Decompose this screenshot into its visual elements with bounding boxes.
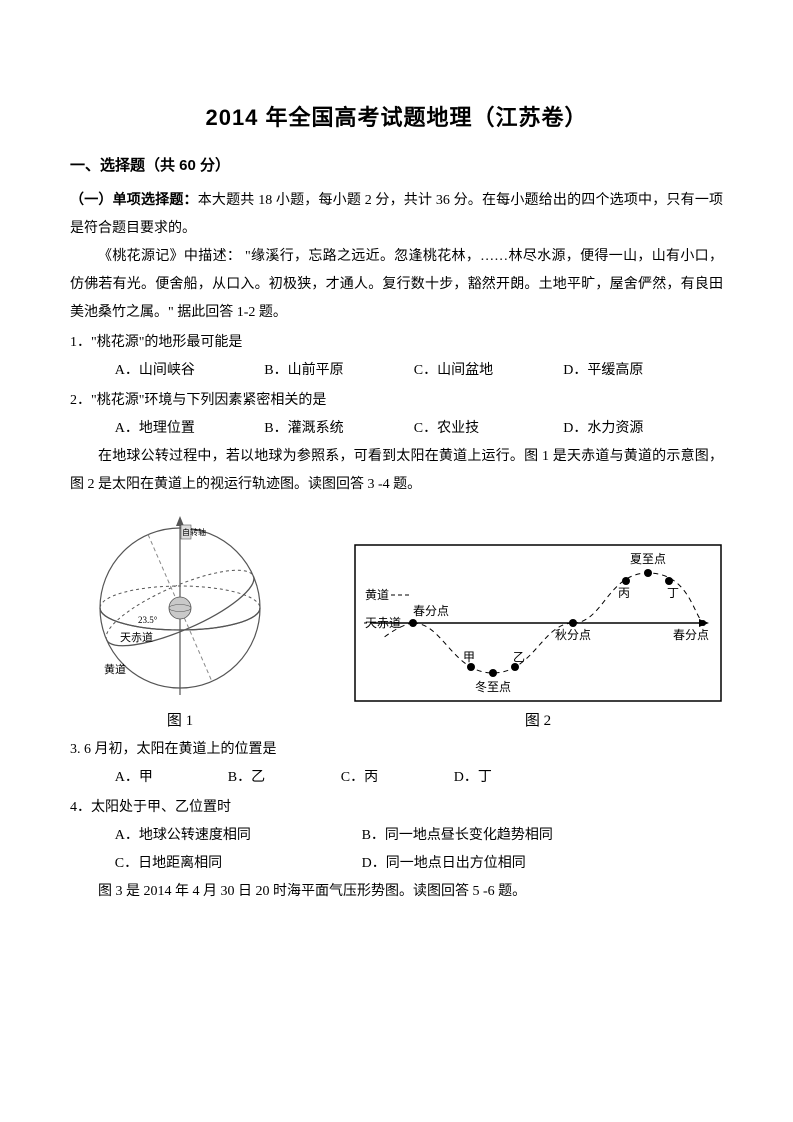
q3-opt-c: C．丙 <box>341 764 450 792</box>
q3-stem: 3. 6 月初，太阳在黄道上的位置是 <box>70 736 723 764</box>
ecliptic-wave-svg: 春分点 冬至点 甲 乙 秋分点 夏至点 丙 <box>353 543 723 703</box>
passage-2: 在地球公转过程中，若以地球为参照系，可看到太阳在黄道上运行。图 1 是天赤道与黄… <box>70 443 723 499</box>
q4-opt-c: C．日地距离相同 <box>115 850 358 878</box>
fig2-spring-label: 春分点 <box>413 604 449 618</box>
exam-page: 2014 年全国高考试题地理（江苏卷） 一、选择题（共 60 分） （一）单项选… <box>0 0 793 1122</box>
fig1-ecliptic-label: 黄道 <box>104 662 126 676</box>
section-heading: 一、选择题（共 60 分） <box>70 154 723 175</box>
q4-opt-d: D．同一地点日出方位相同 <box>362 850 697 878</box>
fig2-ding-label: 丁 <box>667 586 679 600</box>
q4-opt-b: B．同一地点昼长变化趋势相同 <box>362 822 697 850</box>
q1-opt-d: D．平缓高原 <box>563 357 709 385</box>
svg-text:自转轴: 自转轴 <box>182 527 206 537</box>
fig2-spring2-label: 春分点 <box>673 628 709 642</box>
fig1-caption: 图 1 <box>167 709 193 730</box>
q2-opt-c: C．农业技 <box>414 415 560 443</box>
fig2-jia-label: 甲 <box>463 650 475 664</box>
figure-2: 春分点 冬至点 甲 乙 秋分点 夏至点 丙 <box>353 543 723 730</box>
passage-1: 《桃花源记》中描述： "缘溪行，忘路之远近。忽逢桃花林，……林尽水源，便得一山，… <box>70 243 723 327</box>
q3-opt-d: D．丁 <box>454 764 563 792</box>
fig2-bing-label: 丙 <box>618 586 630 600</box>
fig2-yi-label: 乙 <box>513 650 525 664</box>
q3-opt-b: B．乙 <box>228 764 337 792</box>
page-title: 2014 年全国高考试题地理（江苏卷） <box>70 100 723 132</box>
q4-opt-a: A．地球公转速度相同 <box>115 822 358 850</box>
instruction-lead: （一）单项选择题： <box>70 191 198 207</box>
q2-opt-a: A．地理位置 <box>115 415 261 443</box>
q2-stem: 2．"桃花源"环境与下列因素紧密相关的是 <box>70 387 723 415</box>
q2-options: A．地理位置 B．灌溉系统 C．农业技 D．水力资源 <box>70 415 723 443</box>
figures-row: 天赤道 黄道 23.5° 自转轴 图 1 <box>70 513 723 730</box>
q1-opt-c: C．山间盆地 <box>414 357 560 385</box>
q1-options: A．山间峡谷 B．山前平原 C．山间盆地 D．平缓高原 <box>70 357 723 385</box>
q1-opt-b: B．山前平原 <box>264 357 410 385</box>
q4-options-row2: C．日地距离相同 D．同一地点日出方位相同 <box>70 850 723 878</box>
fig1-equator-label: 天赤道 <box>120 630 153 644</box>
figure-1: 天赤道 黄道 23.5° 自转轴 图 1 <box>70 513 290 730</box>
instruction: （一）单项选择题：本大题共 18 小题，每小题 2 分，共计 36 分。在每小题… <box>70 185 723 243</box>
fig2-autumn-label: 秋分点 <box>555 628 591 642</box>
fig2-summer-label: 夏至点 <box>630 552 666 566</box>
q1-opt-a: A．山间峡谷 <box>115 357 261 385</box>
q3-options: A．甲 B．乙 C．丙 D．丁 <box>70 764 723 792</box>
q3-opt-a: A．甲 <box>115 764 224 792</box>
q2-opt-d: D．水力资源 <box>563 415 709 443</box>
fig2-ecliptic-axis: 黄道 <box>365 588 389 602</box>
fig1-angle-label: 23.5° <box>138 615 158 625</box>
fig2-caption: 图 2 <box>525 709 551 730</box>
fig2-equator-axis: 天赤道 <box>365 616 401 630</box>
passage-3: 图 3 是 2014 年 4 月 30 日 20 时海平面气压形势图。读图回答 … <box>70 878 723 906</box>
fig2-winter-label: 冬至点 <box>475 679 511 694</box>
q4-options-row1: A．地球公转速度相同 B．同一地点昼长变化趋势相同 <box>70 822 723 850</box>
q1-stem: 1．"桃花源"的地形最可能是 <box>70 329 723 357</box>
q2-opt-b: B．灌溉系统 <box>264 415 410 443</box>
q4-stem: 4．太阳处于甲、乙位置时 <box>70 794 723 822</box>
celestial-sphere-svg: 天赤道 黄道 23.5° 自转轴 <box>70 513 290 703</box>
